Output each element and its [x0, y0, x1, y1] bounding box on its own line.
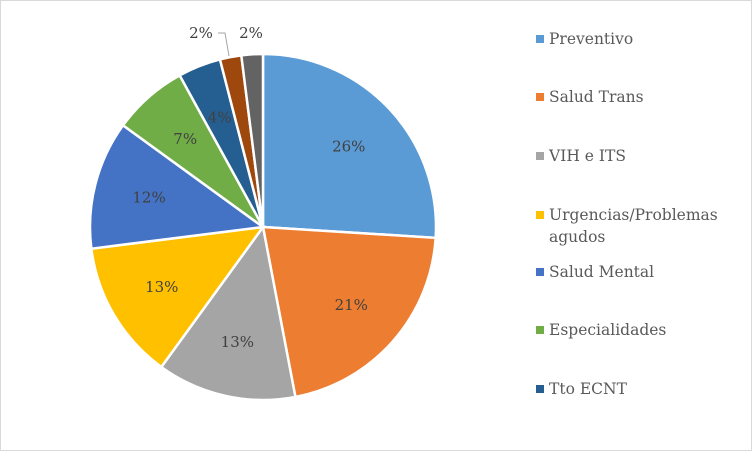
data-label: 2% [239, 24, 263, 42]
data-label: 13% [221, 333, 254, 351]
data-label: 4% [208, 109, 232, 127]
legend-entry: Salud Trans [536, 86, 644, 108]
legend-swatch [536, 268, 544, 276]
leader-line [218, 32, 230, 57]
legend-label: Salud Mental [549, 263, 655, 281]
data-label: 21% [335, 296, 368, 314]
data-label: 2% [189, 24, 213, 42]
legend-entry: Especialidades [536, 319, 666, 341]
legend-label: VIH e ITS [549, 147, 626, 165]
legend-swatch [536, 385, 544, 393]
legend-swatch [536, 93, 544, 101]
legend-swatch [536, 152, 544, 160]
legend-swatch [536, 35, 544, 43]
legend-label: Preventivo [549, 30, 634, 48]
data-label: 26% [332, 137, 365, 155]
legend-entry: Urgencias/Problemas agudos [536, 204, 739, 248]
data-label: 13% [145, 278, 178, 296]
data-label: 7% [173, 130, 197, 148]
legend-entry: Salud Mental [536, 261, 654, 283]
legend-label: Urgencias/Problemas agudos [549, 206, 718, 246]
legend-swatch [536, 211, 544, 219]
pie-slice-1 [261, 225, 437, 399]
legend-label: Salud Trans [549, 88, 644, 106]
legend-entry: Tto ECNT [536, 378, 627, 400]
legend-label: Tto ECNT [549, 380, 627, 398]
data-label: 12% [132, 189, 165, 207]
legend-entry: Preventivo [536, 28, 633, 50]
pie-slice-8 [239, 52, 265, 228]
pie-slice-3 [89, 225, 266, 369]
legend-label: Especialidades [549, 321, 667, 339]
pie-slice-2 [159, 223, 297, 402]
pie-slice-0 [261, 52, 438, 240]
pie-slice-4 [88, 123, 267, 251]
legend-entry: VIH e ITS [536, 145, 626, 167]
legend-swatch [536, 326, 544, 334]
